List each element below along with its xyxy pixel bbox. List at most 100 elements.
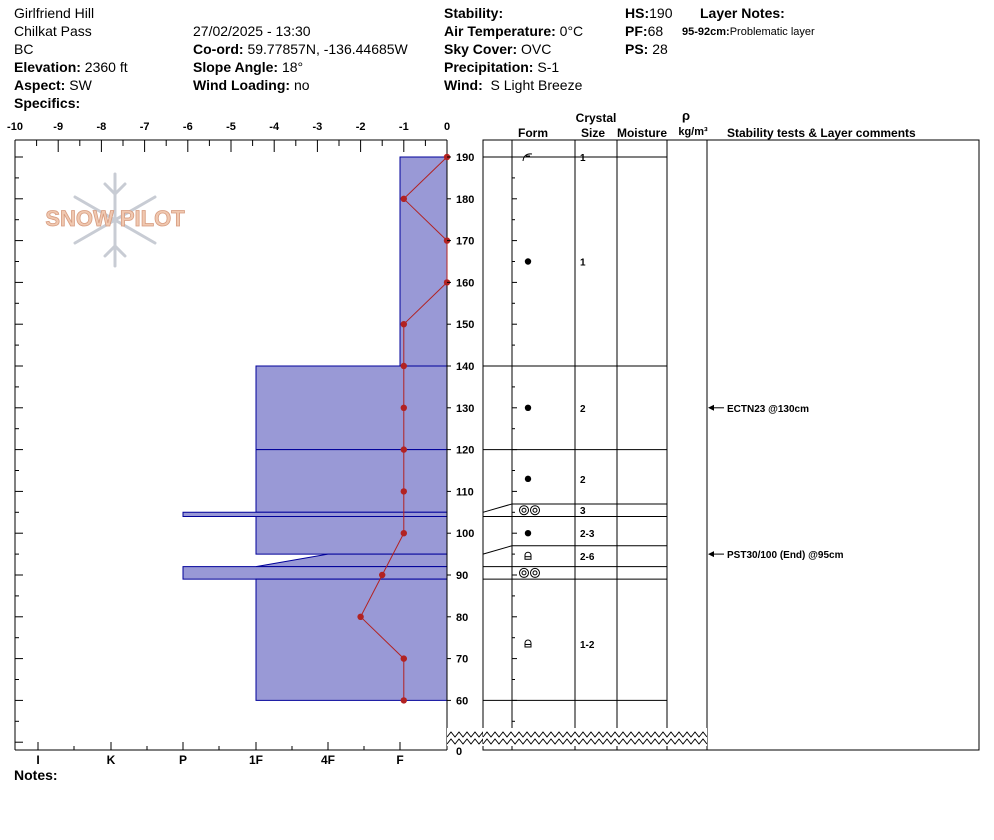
depth-tick-label: 60 xyxy=(456,695,468,707)
hardness-profile xyxy=(182,156,448,701)
area-name: Chilkat Pass xyxy=(14,23,92,39)
hardness-bar xyxy=(255,515,448,555)
break-mask xyxy=(447,728,483,746)
grain-size-label: 3 xyxy=(580,506,586,517)
rounded-grain-icon xyxy=(524,404,532,411)
temperature-line xyxy=(359,156,448,701)
grain-size-label: 1-2 xyxy=(580,640,595,651)
region-name: BC xyxy=(14,41,34,57)
pf-field: PF:68 xyxy=(625,22,663,40)
stability-tests: ECTN23 @130cm PST30/100 (End) @95cm xyxy=(708,404,844,561)
rounded-grain-icon xyxy=(524,475,532,483)
wind-value: S Light Breeze xyxy=(490,77,583,93)
grain-size-label: 2-3 xyxy=(580,529,595,540)
sky-cover-field: Sky Cover: OVC xyxy=(444,40,551,58)
hardness-label: P xyxy=(179,753,187,767)
layer-table: Crystal Form Size Moisture ρ kg/m³ Stability t… xyxy=(446,108,980,751)
hardness-label: F xyxy=(396,753,403,767)
depth-tick-label: 90 xyxy=(456,570,468,582)
temp-tick-label: -8 xyxy=(97,121,107,133)
surface-hoar-icon xyxy=(532,570,538,576)
sky-cover-label: Sky Cover: xyxy=(444,41,518,57)
chart-axes: -10 -9 -8 -7 -6 -5 -4 -3 -2 -1 0I K P 1F 4F F1901801701… xyxy=(7,121,474,767)
hs-value: 190 xyxy=(649,5,673,21)
hardness-bar xyxy=(182,566,448,580)
specifics-label: Specifics: xyxy=(14,95,81,111)
depth-tick-label: 160 xyxy=(456,277,474,289)
stability-test-arrowhead xyxy=(708,404,714,411)
hardness-bar xyxy=(255,578,448,701)
stability-test-label: ECTN23 @130cm xyxy=(727,404,809,415)
hs-field: HS:190 xyxy=(625,4,672,22)
density-unit: kg/m³ xyxy=(678,126,708,138)
depth-tick-label: 170 xyxy=(456,236,474,248)
depth-tick-label: 180 xyxy=(456,194,474,206)
depth-tick-label: 140 xyxy=(456,361,474,373)
temperature-point xyxy=(400,446,407,453)
location-name: Girlfriend Hill xyxy=(14,5,95,21)
hardness-label: K xyxy=(107,753,116,767)
temperature-point xyxy=(400,488,407,495)
hardness-bar xyxy=(255,449,448,513)
depth-break-marker xyxy=(446,730,484,738)
temperature-point xyxy=(357,613,364,620)
air-temp-field: Air Temperature: 0°C xyxy=(444,22,583,40)
wind-loading-label: Wind Loading: xyxy=(193,77,291,93)
temperature-point xyxy=(400,195,407,202)
precip-label: Precipitation: xyxy=(444,59,534,75)
layer-notes-label: Layer Notes: xyxy=(700,5,785,21)
temp-tick-label: 0 xyxy=(444,121,450,133)
form-header: Form xyxy=(518,126,548,140)
hardness-label: 1F xyxy=(249,753,263,767)
depth-zero-label: 0 xyxy=(456,746,462,758)
depth-tick-label: 150 xyxy=(456,319,474,331)
slope-label: Slope Angle: xyxy=(193,59,279,75)
grain-size-label: 2 xyxy=(580,404,586,415)
temperature-point xyxy=(400,530,407,537)
rounded-grain-icon xyxy=(524,530,532,537)
comments-header: Stability tests & Layer comments xyxy=(727,126,916,140)
wind-loading-value: no xyxy=(293,77,310,93)
layer-connector xyxy=(482,503,513,513)
surface-hoar-icon xyxy=(530,567,540,578)
depth-tick-label: 100 xyxy=(456,528,474,540)
surface-hoar-icon xyxy=(519,567,529,578)
observation-datetime: 27/02/2025 - 13:30 xyxy=(193,23,311,39)
hardness-bar xyxy=(255,553,448,568)
depth-tick-label: 110 xyxy=(456,486,474,498)
temp-tick-label: -4 xyxy=(269,121,280,133)
aspect-value: SW xyxy=(69,77,92,93)
grain-size-label: 2-6 xyxy=(580,552,595,563)
ps-label: PS: xyxy=(625,41,649,57)
moisture-header: Moisture xyxy=(617,126,667,140)
temperature-point xyxy=(379,571,386,579)
surface-hoar-icon xyxy=(530,505,540,516)
depth-tick-label: 190 xyxy=(456,152,474,164)
stability-test-arrowhead xyxy=(708,551,714,558)
wind-loading-field: Wind Loading: no xyxy=(193,76,310,94)
depth-tick-label: 70 xyxy=(456,654,468,666)
stability-test-label: PST30/100 (End) @95cm xyxy=(727,550,844,561)
notes-label: Notes: xyxy=(14,767,58,783)
elevation-value: 2360 ft xyxy=(84,59,128,75)
air-temp-label: Air Temperature: xyxy=(444,23,556,39)
temperature-point xyxy=(400,404,407,411)
temperature-point xyxy=(400,697,407,704)
depth-tick-label: 130 xyxy=(456,403,474,415)
precip-value: S-1 xyxy=(537,59,560,75)
elevation-label: Elevation: xyxy=(14,59,81,75)
hardness-label: I xyxy=(36,753,39,767)
temperature-point xyxy=(400,321,407,328)
temperature-profile xyxy=(357,153,451,704)
surface-hoar-icon xyxy=(532,507,538,513)
surface-hoar-icon xyxy=(521,507,527,513)
surface-hoar-icon xyxy=(521,570,527,576)
layer-connector xyxy=(482,545,513,555)
coord-field: Co-ord: 59.77857N, -136.44685W xyxy=(193,40,408,58)
layer-note: 95-92cm:Problematic layer xyxy=(682,23,815,41)
logo-text: SNOW PILOT xyxy=(45,206,185,231)
depth-tick-label: 80 xyxy=(456,612,468,624)
snowpilot-logo: SNOW PILOT xyxy=(45,172,186,268)
grain-size-label: 1 xyxy=(580,258,586,269)
